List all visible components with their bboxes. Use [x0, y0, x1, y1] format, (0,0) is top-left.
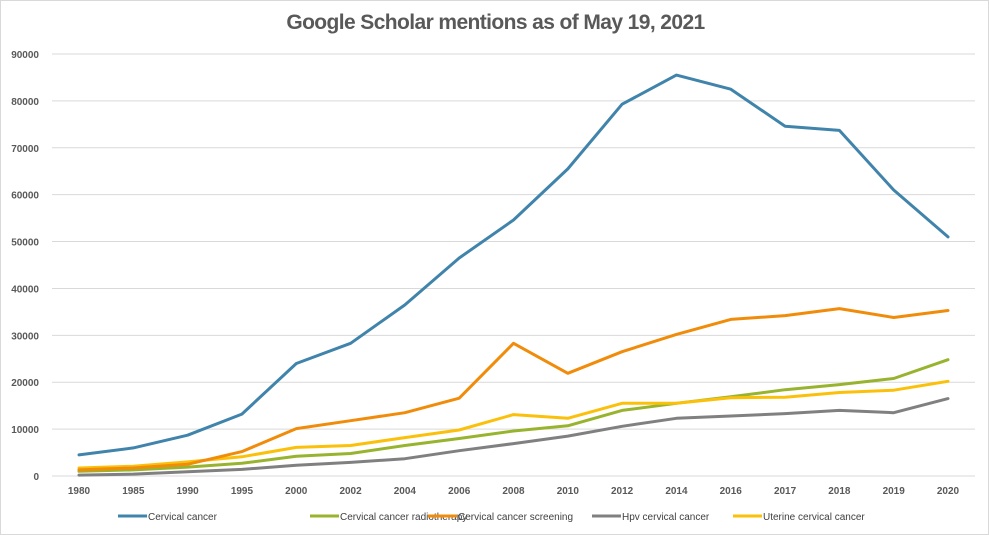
- x-tick-label: 2018: [828, 486, 851, 497]
- x-tick-label: 2019: [883, 486, 906, 497]
- y-axis: 0 10000 20000 30000 40000 50000 60000 70000 8000…: [11, 50, 39, 483]
- legend-item: Cervical cancer: [118, 512, 218, 523]
- legend-label: Cervical cancer screening: [458, 512, 573, 523]
- x-tick-label: 1980: [68, 486, 91, 497]
- legend-item: Cervical cancer screening: [428, 512, 573, 523]
- series-line-cervical-cancer: [77, 73, 950, 457]
- legend-label: Uterine cervical cancer: [763, 512, 865, 523]
- y-tick-label: 20000: [11, 378, 39, 389]
- x-axis: 1980 1985 1990 1995 2000 2002 2004 2006 2008 2010…: [68, 486, 960, 497]
- y-tick-label: 30000: [11, 331, 39, 342]
- x-tick-label: 2014: [665, 486, 688, 497]
- x-tick-label: 1990: [177, 486, 200, 497]
- series-line-uterine-cervical-cancer: [77, 379, 950, 470]
- series-lines: [77, 73, 950, 477]
- legend-item: Cervical cancer radiotherapy: [310, 512, 467, 523]
- y-tick-label: 60000: [11, 191, 39, 202]
- y-tick-label: 50000: [11, 238, 39, 249]
- series-line-cervical-cancer-radiotherapy: [77, 358, 950, 473]
- legend: Cervical cancer Cervical cancer radiother…: [118, 512, 865, 523]
- x-tick-label: 2006: [448, 486, 471, 497]
- series-line-cervical-cancer-screening: [77, 307, 950, 472]
- x-tick-label: 2012: [611, 486, 634, 497]
- x-tick-label: 2020: [937, 486, 960, 497]
- x-tick-label: 2004: [394, 486, 417, 497]
- x-tick-label: 2016: [720, 486, 743, 497]
- chart-title: Google Scholar mentions as of May 19, 20…: [286, 11, 705, 34]
- x-tick-label: 2002: [339, 486, 362, 497]
- x-tick-label: 1995: [231, 486, 254, 497]
- x-tick-label: 2010: [557, 486, 580, 497]
- legend-item: Uterine cervical cancer: [733, 512, 865, 523]
- y-tick-label: 70000: [11, 144, 39, 155]
- legend-label: Cervical cancer radiotherapy: [340, 512, 467, 523]
- x-tick-label: 2017: [774, 486, 797, 497]
- gridlines: [52, 53, 975, 477]
- y-tick-label: 40000: [11, 284, 39, 295]
- legend-label: Hpv cervical cancer: [622, 512, 710, 523]
- legend-label: Cervical cancer: [148, 512, 218, 523]
- x-tick-label: 1985: [122, 486, 145, 497]
- x-tick-label: 2000: [285, 486, 308, 497]
- legend-item: Hpv cervical cancer: [592, 512, 710, 523]
- y-tick-label: 0: [33, 472, 39, 483]
- x-tick-label: 2008: [502, 486, 525, 497]
- y-tick-label: 80000: [11, 97, 39, 108]
- series-line-hpv-cervical-cancer: [77, 397, 950, 477]
- y-tick-label: 90000: [11, 50, 39, 61]
- y-tick-label: 10000: [11, 425, 39, 436]
